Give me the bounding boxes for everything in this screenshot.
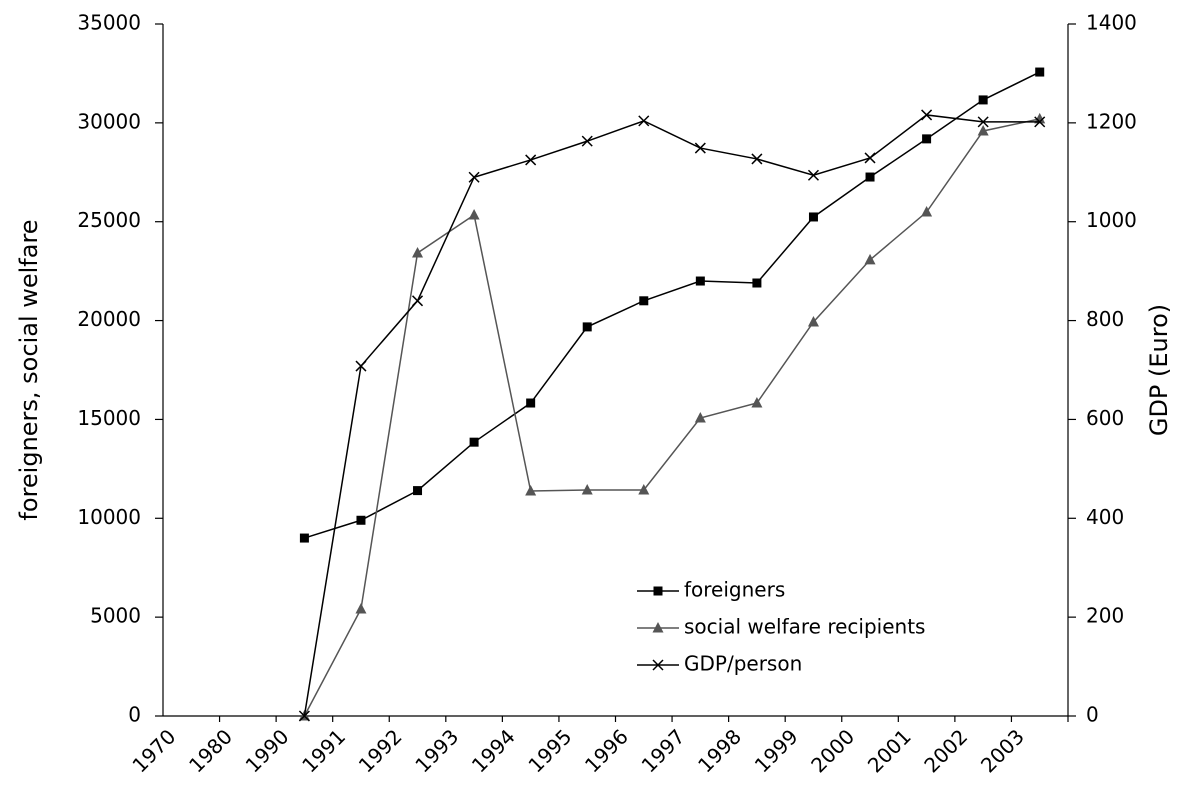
x-tick-label: 2002 (919, 724, 972, 777)
x-tick-label: 2001 (863, 724, 916, 777)
data-point (638, 484, 650, 495)
y2-tick-label: 1200 (1086, 109, 1137, 133)
data-point (808, 212, 818, 222)
data-point (525, 154, 537, 166)
data-point (412, 295, 424, 307)
data-point (751, 397, 763, 408)
legend-marker (653, 586, 663, 596)
data-point (299, 533, 309, 543)
data-point (469, 437, 479, 447)
y-tick-label: 25000 (77, 208, 141, 232)
data-point (752, 278, 762, 288)
data-point (1034, 116, 1046, 128)
data-point (525, 485, 537, 496)
data-point (977, 116, 989, 128)
data-point (807, 315, 819, 327)
data-point (695, 276, 705, 286)
data-point (298, 710, 310, 722)
legend-label: GDP/person (684, 652, 802, 676)
x-tick-label: 1999 (750, 724, 803, 777)
x-tick-label: 1995 (523, 724, 576, 777)
data-point (355, 603, 367, 614)
data-point (639, 296, 649, 306)
y-tick-label: 30000 (77, 109, 141, 133)
x-tick-label: 1997 (637, 724, 690, 777)
y-tick-label: 15000 (77, 406, 141, 430)
y-tick-label: 10000 (77, 505, 141, 529)
y2-tick-label: 600 (1086, 406, 1124, 430)
y-tick-label: 20000 (77, 307, 141, 331)
x-tick-label: 2003 (976, 724, 1029, 777)
x-tick-label: 1990 (241, 724, 294, 777)
legend-marker (652, 659, 664, 671)
y2-tick-label: 400 (1086, 505, 1124, 529)
y2-axis-label: GDP (Euro) (1145, 304, 1173, 436)
data-point (413, 486, 423, 496)
data-point (694, 142, 706, 154)
x-tick-label: 1991 (297, 724, 350, 777)
data-point (582, 322, 592, 332)
legend-label: social welfare recipients (684, 615, 925, 639)
x-tick-label: 1994 (467, 724, 520, 777)
data-point (355, 360, 367, 372)
y-axis-label: foreigners, social welfare (15, 219, 43, 520)
y-tick-label: 0 (128, 703, 141, 727)
legend-label: foreigners (684, 578, 785, 602)
x-tick-label: 1998 (693, 724, 746, 777)
series-line (303, 114, 1040, 717)
y-tick-label: 35000 (77, 11, 141, 35)
x-tick-label: 1980 (184, 724, 237, 777)
legend-marker (652, 622, 664, 633)
data-point (977, 124, 989, 136)
data-point (807, 169, 819, 181)
data-point (412, 246, 424, 258)
data-point (921, 109, 933, 121)
data-point (1035, 67, 1045, 77)
data-point (865, 172, 875, 182)
data-point (581, 484, 593, 495)
y2-tick-label: 1400 (1086, 11, 1137, 35)
data-point (638, 115, 650, 127)
series-line (304, 71, 1041, 539)
data-point (526, 398, 536, 408)
y2-tick-label: 200 (1086, 604, 1124, 628)
data-point (978, 95, 988, 105)
data-point (864, 253, 876, 265)
series-line (303, 118, 1040, 717)
data-point (468, 171, 480, 183)
data-point (356, 515, 366, 525)
y2-tick-label: 1000 (1086, 208, 1137, 232)
data-point (1034, 112, 1046, 124)
data-point (468, 208, 480, 220)
data-point (751, 153, 763, 165)
x-tick-label: 1993 (410, 724, 463, 777)
data-point (694, 412, 706, 423)
y-tick-label: 5000 (90, 604, 141, 628)
x-tick-label: 1992 (354, 724, 407, 777)
x-tick-label: 1996 (580, 724, 633, 777)
y2-tick-label: 800 (1086, 307, 1124, 331)
data-point (864, 152, 876, 164)
data-point (581, 135, 593, 147)
x-tick-label: 2000 (806, 724, 859, 777)
x-tick-label: 1970 (127, 724, 180, 777)
data-point (921, 206, 933, 217)
data-point (922, 134, 932, 144)
y2-tick-label: 0 (1086, 703, 1099, 727)
